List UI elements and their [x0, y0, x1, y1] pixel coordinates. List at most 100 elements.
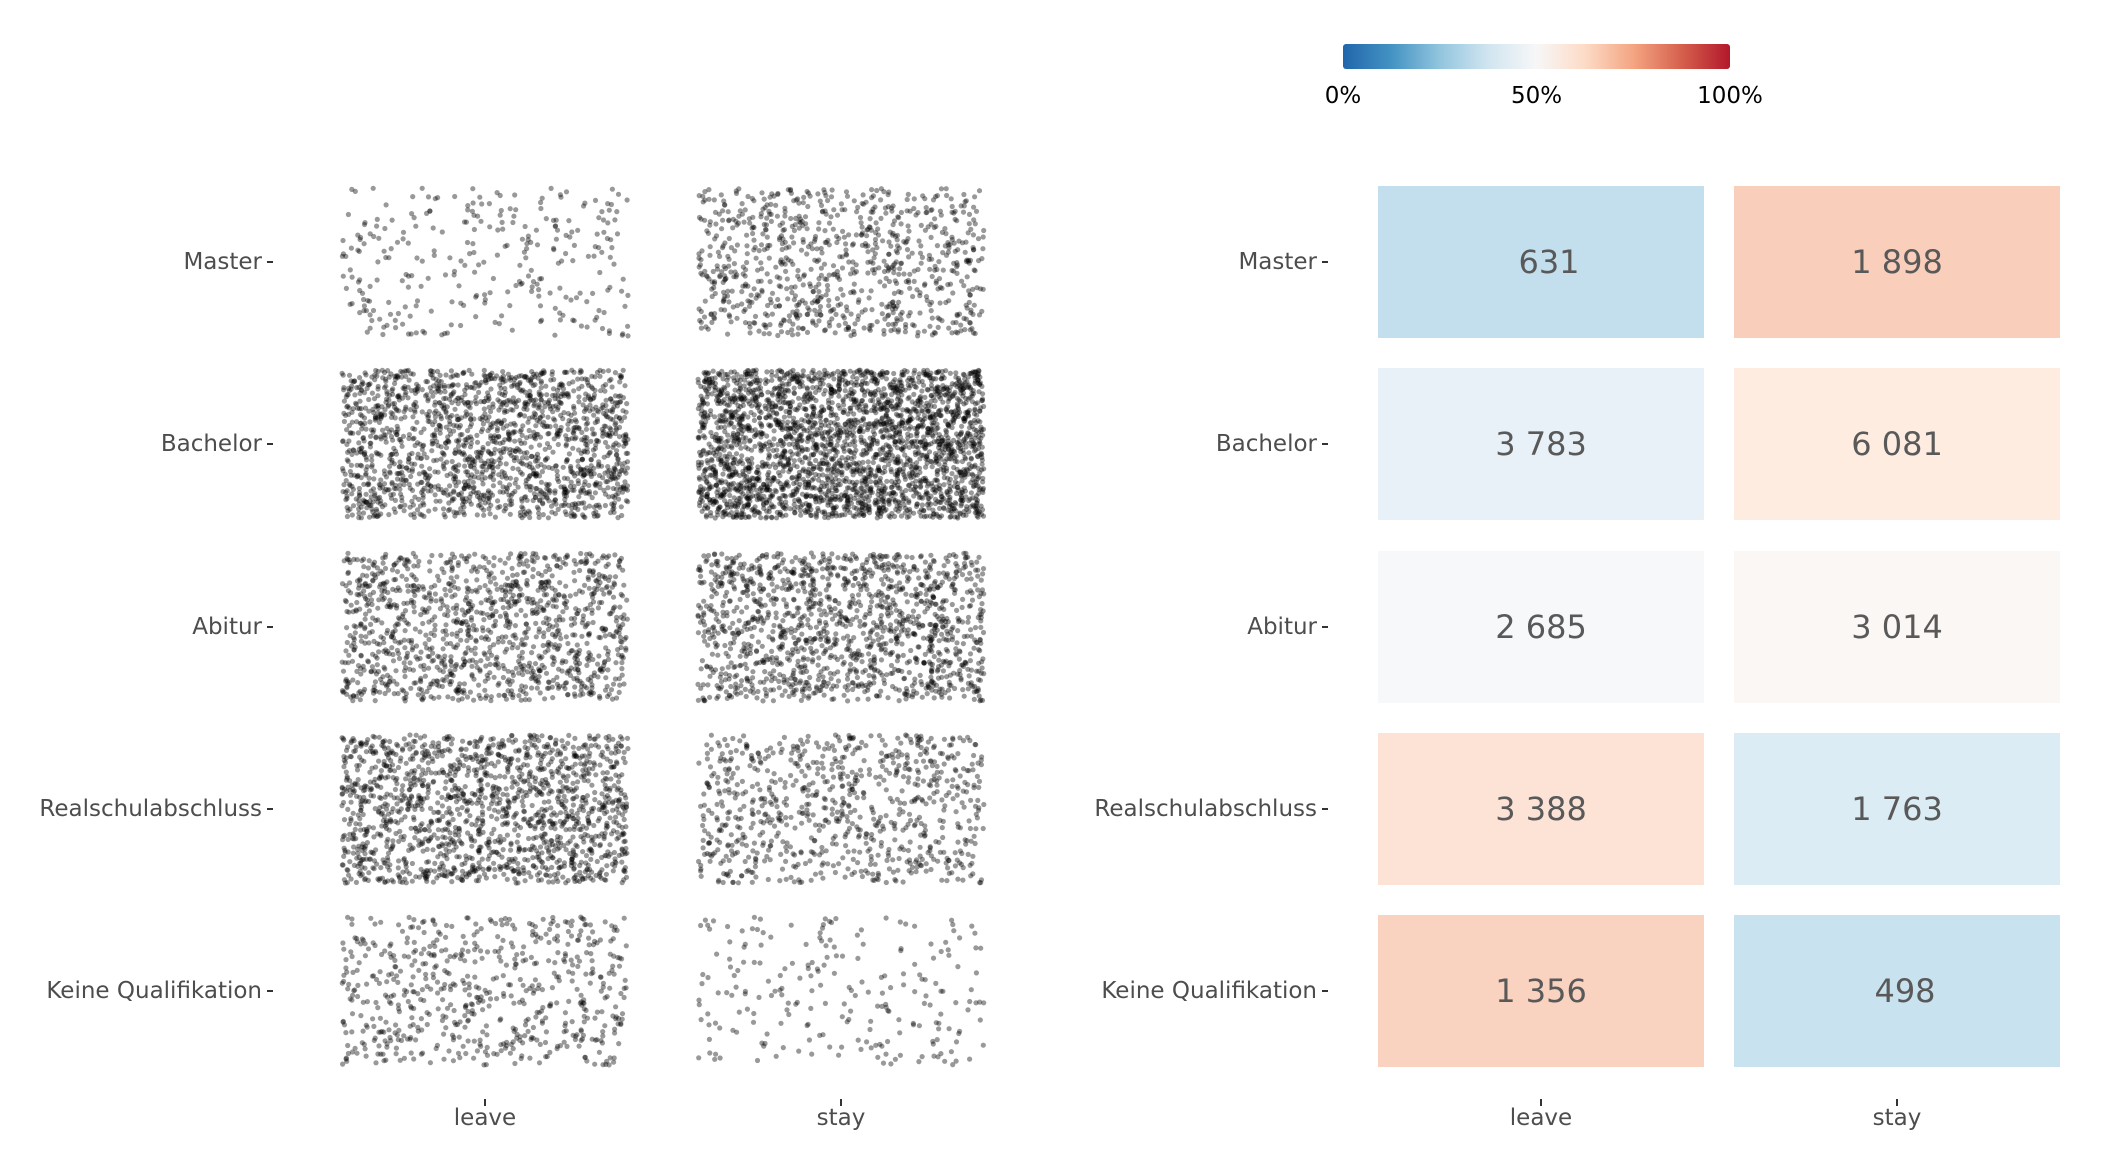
jitter-point — [907, 208, 913, 214]
jitter-point — [952, 216, 958, 222]
jitter-point — [536, 293, 542, 299]
jitter-point — [862, 307, 868, 313]
jitter-point — [745, 414, 751, 420]
jitter-point — [461, 511, 467, 518]
jitter-point — [907, 285, 913, 291]
jitter-point — [346, 388, 352, 394]
jitter-point — [922, 196, 928, 202]
jitter-point — [566, 451, 573, 457]
jitter-point — [928, 308, 934, 314]
jitter-point — [548, 377, 554, 383]
jitter-point — [537, 276, 543, 282]
jitter-point — [534, 486, 540, 492]
jitter-point — [536, 287, 542, 293]
jitter-point — [779, 261, 785, 267]
jitter-point — [828, 214, 834, 220]
jitter-point — [568, 479, 574, 485]
jitter-point — [349, 491, 355, 497]
jitter-point — [413, 404, 420, 410]
jitter-point — [751, 387, 757, 393]
jitter-point — [449, 458, 455, 465]
jitter-point — [383, 376, 389, 382]
jitter-point — [381, 369, 388, 376]
jitter-point — [521, 374, 528, 380]
jitter-point — [742, 273, 748, 279]
jitter-point — [816, 430, 822, 437]
jitter-point — [868, 209, 874, 215]
jitter-point — [488, 435, 494, 441]
jitter-point — [599, 209, 605, 215]
jitter-point — [971, 302, 977, 308]
jitter-point — [743, 281, 749, 287]
jitter-point — [715, 249, 722, 255]
jitter-point — [928, 221, 934, 227]
jitter-point — [578, 471, 584, 477]
jitter-point — [355, 430, 361, 436]
jitter-point — [607, 449, 613, 455]
jitter-point — [500, 489, 506, 495]
jitter-point — [609, 399, 615, 405]
jitter-point — [561, 475, 568, 481]
jitter-point — [490, 483, 496, 489]
jitter-point — [964, 379, 970, 385]
jitter-point — [570, 445, 576, 451]
jitter-point — [344, 505, 350, 511]
jitter-point — [562, 501, 568, 507]
jitter-point — [512, 429, 518, 435]
jitter-point — [775, 191, 781, 197]
jitter-point — [898, 221, 904, 227]
jitter-point — [965, 257, 972, 263]
jitter-point — [779, 241, 786, 247]
jitter-point — [828, 455, 835, 462]
jitter-point — [538, 370, 545, 376]
jitter-point — [392, 380, 398, 387]
jitter-point — [593, 502, 600, 508]
jitter-point — [816, 226, 822, 232]
jitter-point — [402, 414, 408, 420]
jitter-point — [585, 393, 592, 399]
jitter-point — [700, 199, 706, 205]
jitter-point — [847, 448, 853, 455]
jitter-point — [379, 404, 385, 410]
jitter-point — [534, 431, 540, 437]
jitter-point — [796, 225, 802, 231]
jitter-point — [533, 473, 539, 479]
jitter-point — [458, 415, 464, 421]
jitter-point — [382, 432, 388, 438]
jitter-point — [891, 303, 897, 309]
jitter-point — [808, 283, 814, 289]
jitter-point — [428, 389, 434, 395]
jitter-point — [927, 323, 933, 329]
jitter-point — [758, 260, 764, 266]
jitter-point — [943, 231, 949, 237]
jitter-point — [620, 367, 626, 373]
jitter-point — [455, 417, 461, 423]
jitter-point — [413, 330, 419, 336]
jitter-point — [541, 419, 547, 425]
jitter-point — [490, 464, 496, 470]
jitter-point — [496, 433, 502, 439]
jitter-point — [810, 320, 816, 326]
jitter-point — [889, 264, 895, 271]
jitter-point — [523, 255, 529, 261]
jitter-point — [868, 288, 874, 294]
jitter-point — [575, 506, 581, 512]
jitter-point — [961, 315, 967, 321]
jitter-point — [781, 318, 788, 324]
jitter-point — [390, 411, 396, 417]
jitter-point — [471, 226, 477, 233]
jitter-point — [564, 369, 570, 375]
jitter-point — [598, 388, 604, 394]
jitter-point — [347, 267, 353, 273]
jitter-point — [614, 461, 620, 467]
jitter-point — [495, 498, 501, 504]
jitter-point — [356, 446, 362, 452]
jitter-point — [568, 412, 574, 418]
jitter-point — [439, 229, 445, 235]
jitter-point — [583, 421, 589, 427]
jitter-point — [783, 255, 789, 261]
jitter-point — [431, 431, 437, 437]
jitter-point — [894, 250, 901, 256]
jitter-point — [481, 259, 487, 265]
jitter-point — [566, 218, 572, 224]
